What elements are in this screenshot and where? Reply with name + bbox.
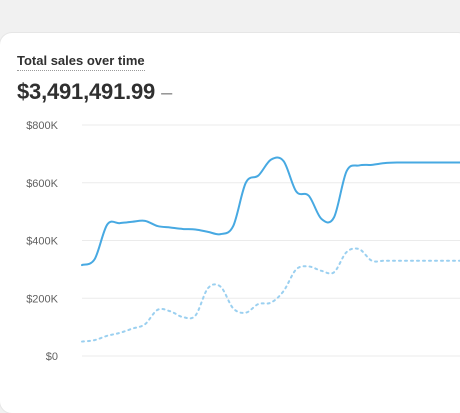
current-period-line[interactable] [81,156,460,267]
total-sales-card: Total sales over time $3,491,491.99– $80… [0,33,460,413]
card-title[interactable]: Total sales over time [17,54,145,71]
y-tick-label: $0 [46,351,58,363]
y-tick-label: $800K [26,120,58,132]
y-tick-label: $200K [26,293,58,305]
y-tick-label: $400K [26,236,58,248]
total-amount: $3,491,491.99 [17,79,156,104]
total-sales-value: $3,491,491.99– [17,79,172,105]
comparison-period-line[interactable] [81,247,460,343]
sales-line-chart: $800K $600K $400K $200K $0 [26,120,460,363]
change-indicator: – [161,82,173,104]
y-tick-label: $600K [26,178,58,190]
